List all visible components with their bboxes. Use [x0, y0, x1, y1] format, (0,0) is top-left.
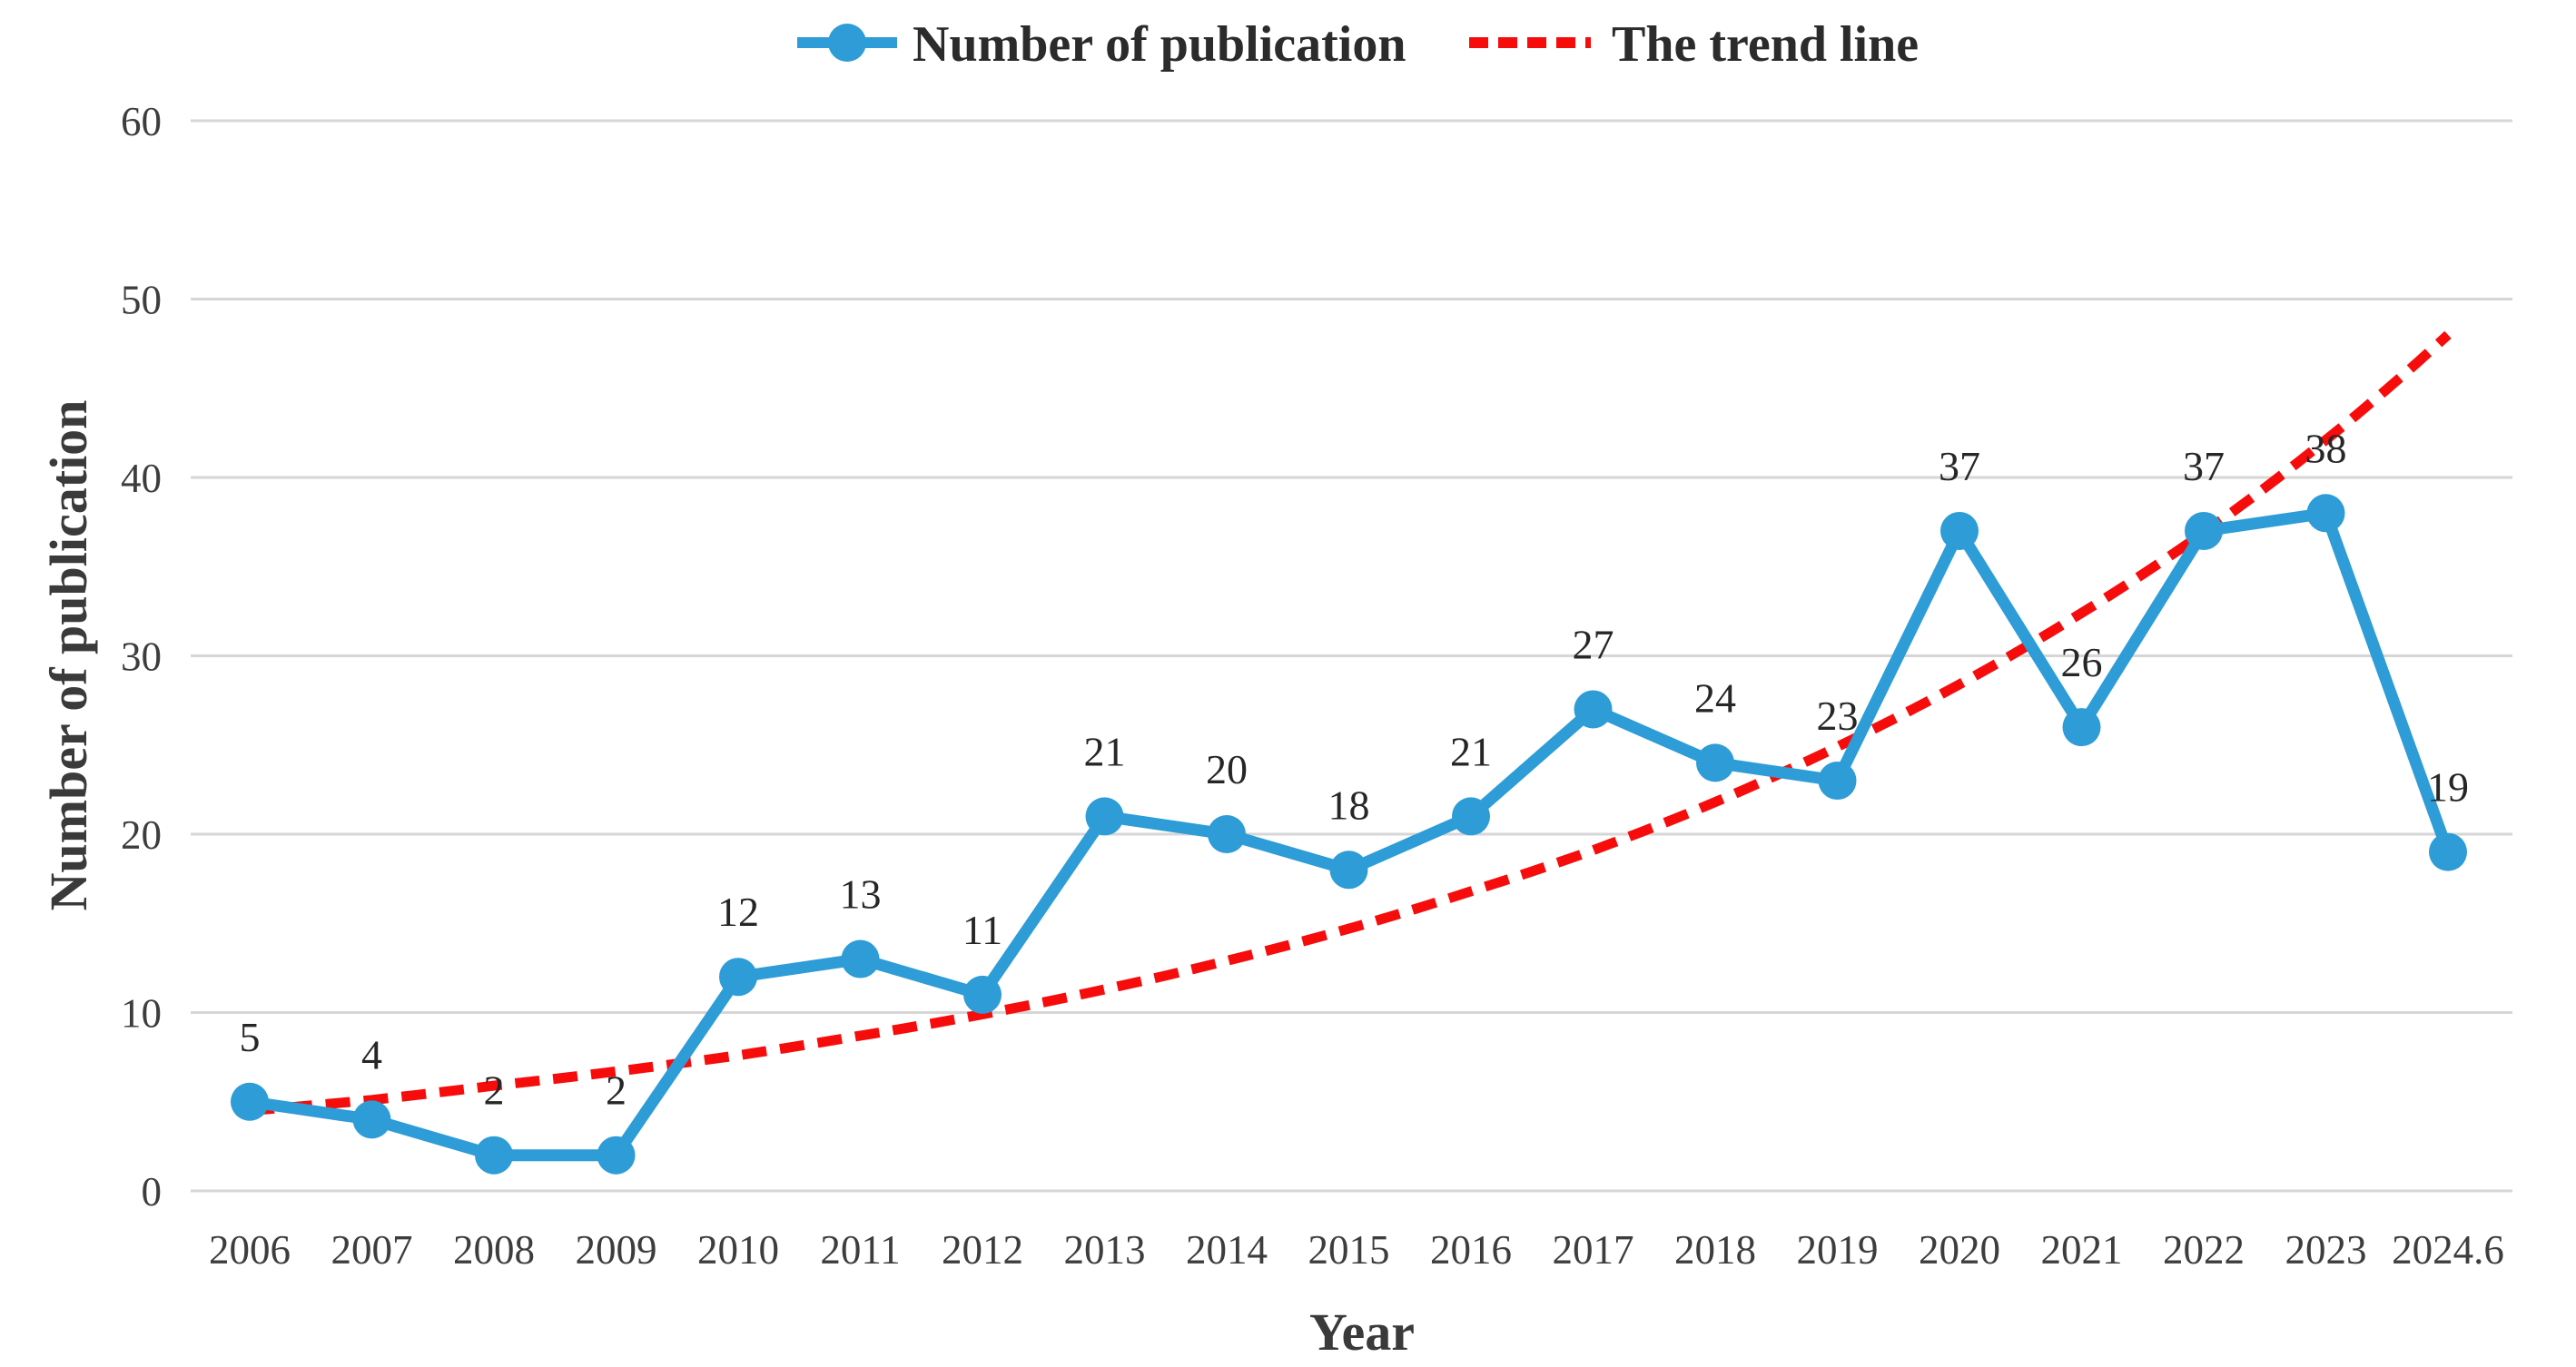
data-point-marker	[1940, 511, 1979, 550]
gridlines	[191, 119, 2512, 1193]
data-point-marker	[1696, 743, 1734, 782]
x-tick-label: 2007	[331, 1227, 413, 1273]
x-tick-label: 2009	[576, 1227, 657, 1273]
data-point-marker	[1574, 690, 1613, 729]
x-tick-label: 2015	[1308, 1227, 1390, 1273]
y-axis-title: Number of publication	[39, 400, 98, 911]
data-point-marker	[231, 1082, 269, 1121]
data-label: 23	[1817, 693, 1859, 739]
x-tick-label: 2008	[453, 1227, 535, 1273]
data-label: 11	[962, 907, 1002, 953]
x-tick-label: 2020	[1919, 1227, 2000, 1273]
data-label: 20	[1206, 746, 1248, 792]
data-label: 26	[2061, 639, 2103, 685]
y-tick-label: 0	[142, 1169, 163, 1215]
data-label: 24	[1694, 674, 1736, 721]
x-tick-label: 2023	[2285, 1227, 2367, 1273]
data-label: 27	[1573, 621, 1614, 667]
data-point-marker	[597, 1136, 636, 1175]
legend-label-publications: Number of publication	[913, 16, 1406, 73]
data-label: 13	[840, 871, 882, 918]
data-point-marker	[2062, 708, 2101, 747]
x-tick-label: 2017	[1553, 1227, 1634, 1273]
y-tick-label: 20	[121, 812, 162, 858]
x-axis-title: Year	[1309, 1303, 1415, 1362]
x-tick-label: 2014	[1186, 1227, 1268, 1273]
data-point-marker	[475, 1136, 513, 1175]
data-labels: 5 4 2 2 12 13 11 21 20 18 21 27 24 23 37 26 37 38 19	[240, 425, 2470, 1113]
data-label: 19	[2427, 764, 2469, 811]
x-tick-label: 2024.6	[2392, 1227, 2504, 1273]
y-tick-label: 10	[121, 991, 162, 1037]
data-point-marker	[352, 1100, 391, 1139]
data-label: 37	[1939, 443, 1980, 489]
x-tick-label: 2016	[1430, 1227, 1512, 1273]
trend-line-path	[249, 330, 2452, 1116]
publication-line-series	[231, 494, 2467, 1175]
legend-marker-dot-publications	[828, 24, 866, 62]
x-tick-label: 2019	[1797, 1227, 1879, 1273]
x-tick-label: 2006	[209, 1227, 291, 1273]
data-point-marker	[963, 975, 1002, 1014]
data-point-marker	[2306, 494, 2345, 533]
x-tick-label: 2013	[1064, 1227, 1146, 1273]
x-tick-label: 2011	[820, 1227, 900, 1273]
data-label: 38	[2305, 425, 2347, 471]
x-tick-label: 2022	[2163, 1227, 2245, 1273]
data-point-marker	[719, 958, 757, 997]
x-axis-tick-labels: 2006 2007 2008 2009 2010 2011 2012 2013 2014 2015…	[209, 1227, 2504, 1273]
y-tick-label: 40	[121, 456, 162, 501]
y-tick-label: 30	[121, 634, 162, 680]
data-point-marker	[1329, 851, 1368, 890]
data-label: 2	[606, 1067, 627, 1114]
data-point-marker	[1452, 797, 1490, 836]
x-tick-label: 2012	[942, 1227, 1023, 1273]
data-label: 21	[1450, 728, 1492, 774]
x-tick-label: 2021	[2041, 1227, 2123, 1273]
y-axis-tick-labels: 0 10 20 30 40 50 60	[121, 99, 162, 1215]
data-point-marker	[2185, 511, 2223, 550]
trend-line-series	[249, 330, 2452, 1116]
x-tick-label: 2010	[697, 1227, 779, 1273]
data-label: 18	[1328, 782, 1370, 828]
legend: Number of publication The trend line	[797, 16, 1919, 73]
y-tick-label: 60	[121, 99, 162, 144]
data-label: 12	[717, 889, 759, 935]
data-point-marker	[1085, 797, 1124, 836]
data-label: 21	[1084, 728, 1126, 774]
data-label: 2	[484, 1067, 505, 1114]
legend-label-trend: The trend line	[1612, 16, 1919, 73]
data-point-marker	[2429, 832, 2467, 871]
x-tick-label: 2018	[1674, 1227, 1756, 1273]
data-label: 37	[2183, 443, 2225, 489]
data-point-marker	[1208, 815, 1246, 853]
data-point-marker	[1818, 762, 1857, 801]
y-tick-label: 50	[121, 278, 162, 323]
data-point-marker	[841, 939, 880, 979]
data-label: 4	[361, 1031, 382, 1077]
data-label: 5	[240, 1014, 261, 1060]
